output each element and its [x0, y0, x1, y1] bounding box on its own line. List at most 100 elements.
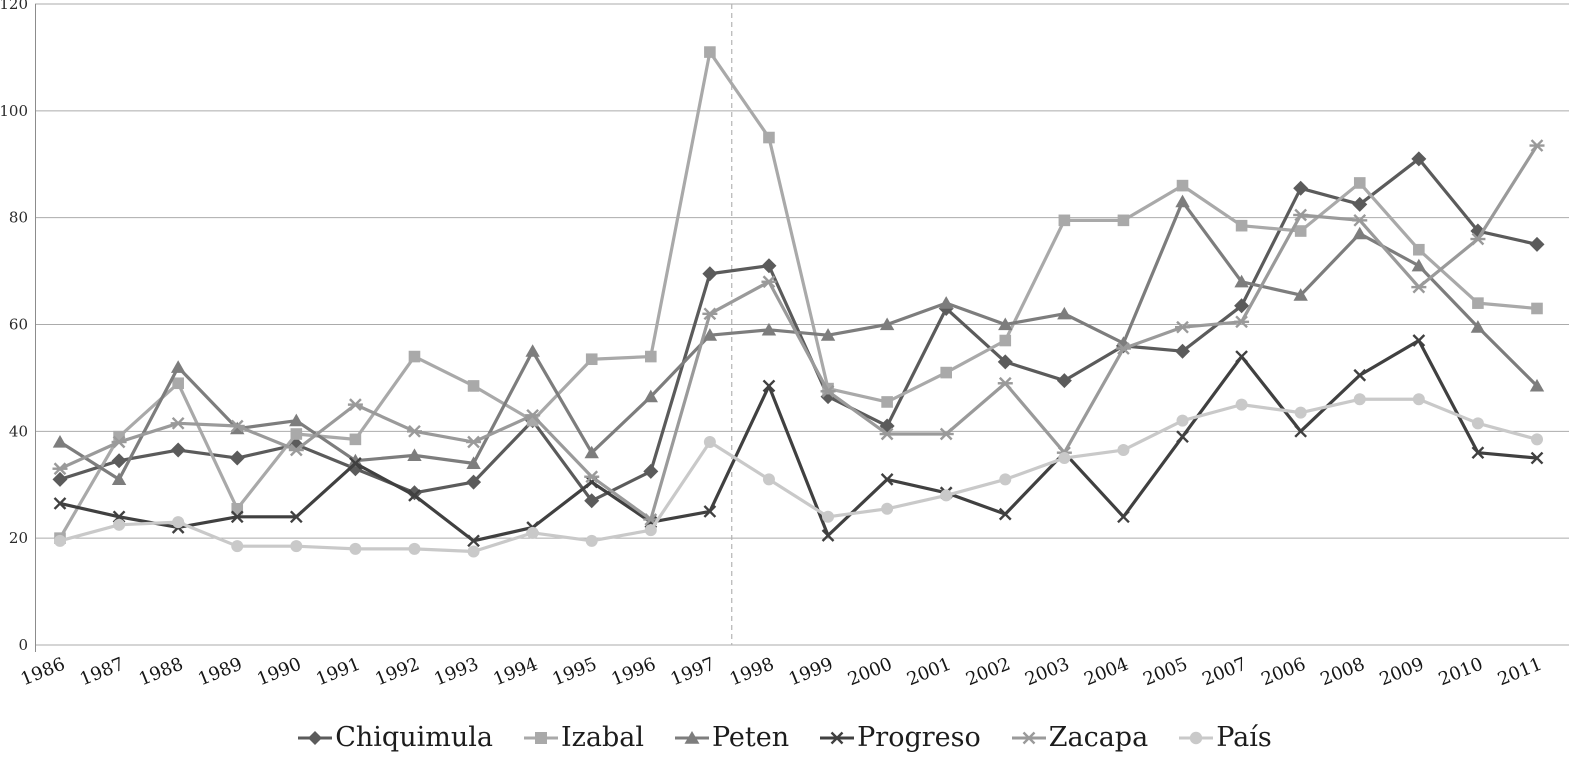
x-axis-tick-label-2000: 2000	[845, 654, 895, 691]
x-axis-tick-label-1993: 1993	[431, 654, 481, 691]
x-marker	[467, 534, 480, 548]
triangle-marker	[1293, 288, 1308, 301]
circle-marker	[1176, 414, 1189, 427]
asterisk-marker	[820, 384, 836, 398]
square-marker	[467, 380, 480, 392]
square-marker	[349, 433, 362, 446]
x-marker	[1412, 334, 1426, 347]
diamond-marker	[52, 471, 68, 487]
x-axis-tick-label-2009: 2009	[1377, 654, 1427, 691]
triangle-marker	[1529, 378, 1545, 392]
asterisk-marker	[229, 419, 245, 433]
x-marker	[703, 505, 717, 518]
legend-item-país: País	[1178, 722, 1272, 753]
diamond-marker	[170, 442, 186, 458]
x-axis-tick-label-2002: 2002	[963, 654, 1013, 691]
asterisk-marker	[1293, 208, 1309, 222]
asterisk-marker	[1175, 320, 1191, 334]
series-line-país	[59, 397, 1538, 554]
circle-marker	[231, 540, 244, 553]
diamond-marker	[466, 474, 482, 490]
circle-marker	[349, 542, 362, 555]
triangle-marker	[998, 317, 1013, 331]
legend-marker-square-icon	[523, 731, 558, 744]
series-line-peten	[59, 200, 1539, 482]
diamond-marker	[229, 450, 245, 466]
legend-item-izabal: Izabal	[523, 722, 644, 753]
series-line-zacapa	[59, 144, 1539, 522]
x-axis-tick-label-1998: 1998	[727, 654, 777, 691]
x-marker	[1294, 424, 1308, 438]
legend-label: Chiquimula	[335, 722, 493, 753]
x-marker	[1353, 368, 1367, 382]
series-peten	[52, 194, 1545, 486]
circle-marker	[999, 473, 1012, 486]
asterisk-marker	[584, 470, 600, 484]
series-izabal	[54, 46, 1543, 544]
x-axis-tick-label-1990: 1990	[254, 654, 304, 691]
y-axis-tick-label: 120	[0, 0, 28, 13]
y-axis-tick-label: 20	[9, 529, 28, 547]
asterisk-marker	[1115, 342, 1131, 355]
circle-marker	[822, 510, 835, 523]
asterisk-marker	[761, 275, 777, 289]
legend-item-zacapa: Zacapa	[1011, 722, 1148, 753]
circle-marker	[467, 545, 480, 558]
legend: Chiquimula Izabal Peten Progreso Zacapa País	[0, 722, 1569, 753]
x-axis-tick-label-1995: 1995	[549, 654, 599, 691]
x-marker	[408, 489, 421, 502]
circle-marker	[1412, 393, 1425, 406]
asterisk-marker	[111, 435, 127, 449]
square-marker	[526, 414, 539, 427]
square-marker	[1353, 177, 1366, 189]
x-axis-tick-label-1991: 1991	[313, 654, 363, 691]
circle-marker	[113, 518, 126, 531]
x-marker	[998, 507, 1012, 521]
square-marker	[231, 502, 244, 515]
x-axis-tick-label-1997: 1997	[668, 654, 718, 691]
series-zacapa	[52, 139, 1545, 526]
asterisk-marker	[525, 408, 541, 422]
square-marker	[704, 46, 716, 58]
circle-marker	[1117, 444, 1130, 457]
square-marker	[1117, 214, 1130, 227]
triangle-marker	[111, 472, 127, 486]
diamond-marker	[1293, 180, 1309, 196]
x-axis-tick-label-2007: 2007	[1199, 654, 1249, 691]
square-marker	[408, 350, 421, 363]
circle-marker	[290, 540, 303, 553]
square-marker	[1176, 179, 1189, 192]
x-axis-tick-label-2001: 2001	[904, 654, 954, 691]
y-axis-tick-label: 40	[9, 422, 28, 440]
asterisk-marker	[1529, 139, 1545, 152]
x-axis-tick-label-1992: 1992	[372, 654, 422, 691]
square-marker	[290, 428, 303, 440]
triangle-marker	[289, 413, 304, 427]
series-país	[59, 397, 1538, 554]
diamond-marker	[643, 463, 659, 479]
triangle-marker	[407, 448, 422, 461]
circle-marker	[762, 473, 775, 486]
x-marker	[1471, 446, 1485, 460]
triangle-marker	[1352, 226, 1367, 240]
legend-marker-asterisk-icon	[1011, 731, 1046, 744]
triangle-marker	[1234, 274, 1249, 288]
circle-marker	[940, 489, 953, 502]
triangle-marker	[879, 317, 895, 331]
x-axis-tick-label-2006: 2006	[1258, 654, 1308, 691]
legend-marker-circle-icon	[1179, 731, 1214, 744]
x-marker	[1117, 510, 1130, 524]
legend-marker-x-icon	[820, 731, 855, 744]
x-axis-tick-label-1989: 1989	[195, 654, 245, 691]
asterisk-marker	[466, 435, 482, 449]
triangle-marker	[584, 445, 599, 459]
x-marker	[1530, 451, 1544, 465]
diamond-marker	[1352, 196, 1368, 212]
square-marker	[1531, 302, 1543, 315]
triangle-marker	[170, 360, 186, 373]
x-axis-tick-label-1996: 1996	[609, 654, 659, 691]
y-axis-tick-label: 80	[9, 209, 28, 227]
legend-label: Zacapa	[1048, 722, 1149, 753]
asterisk-marker	[52, 462, 68, 476]
legend-marker-diamond-icon	[298, 730, 333, 745]
